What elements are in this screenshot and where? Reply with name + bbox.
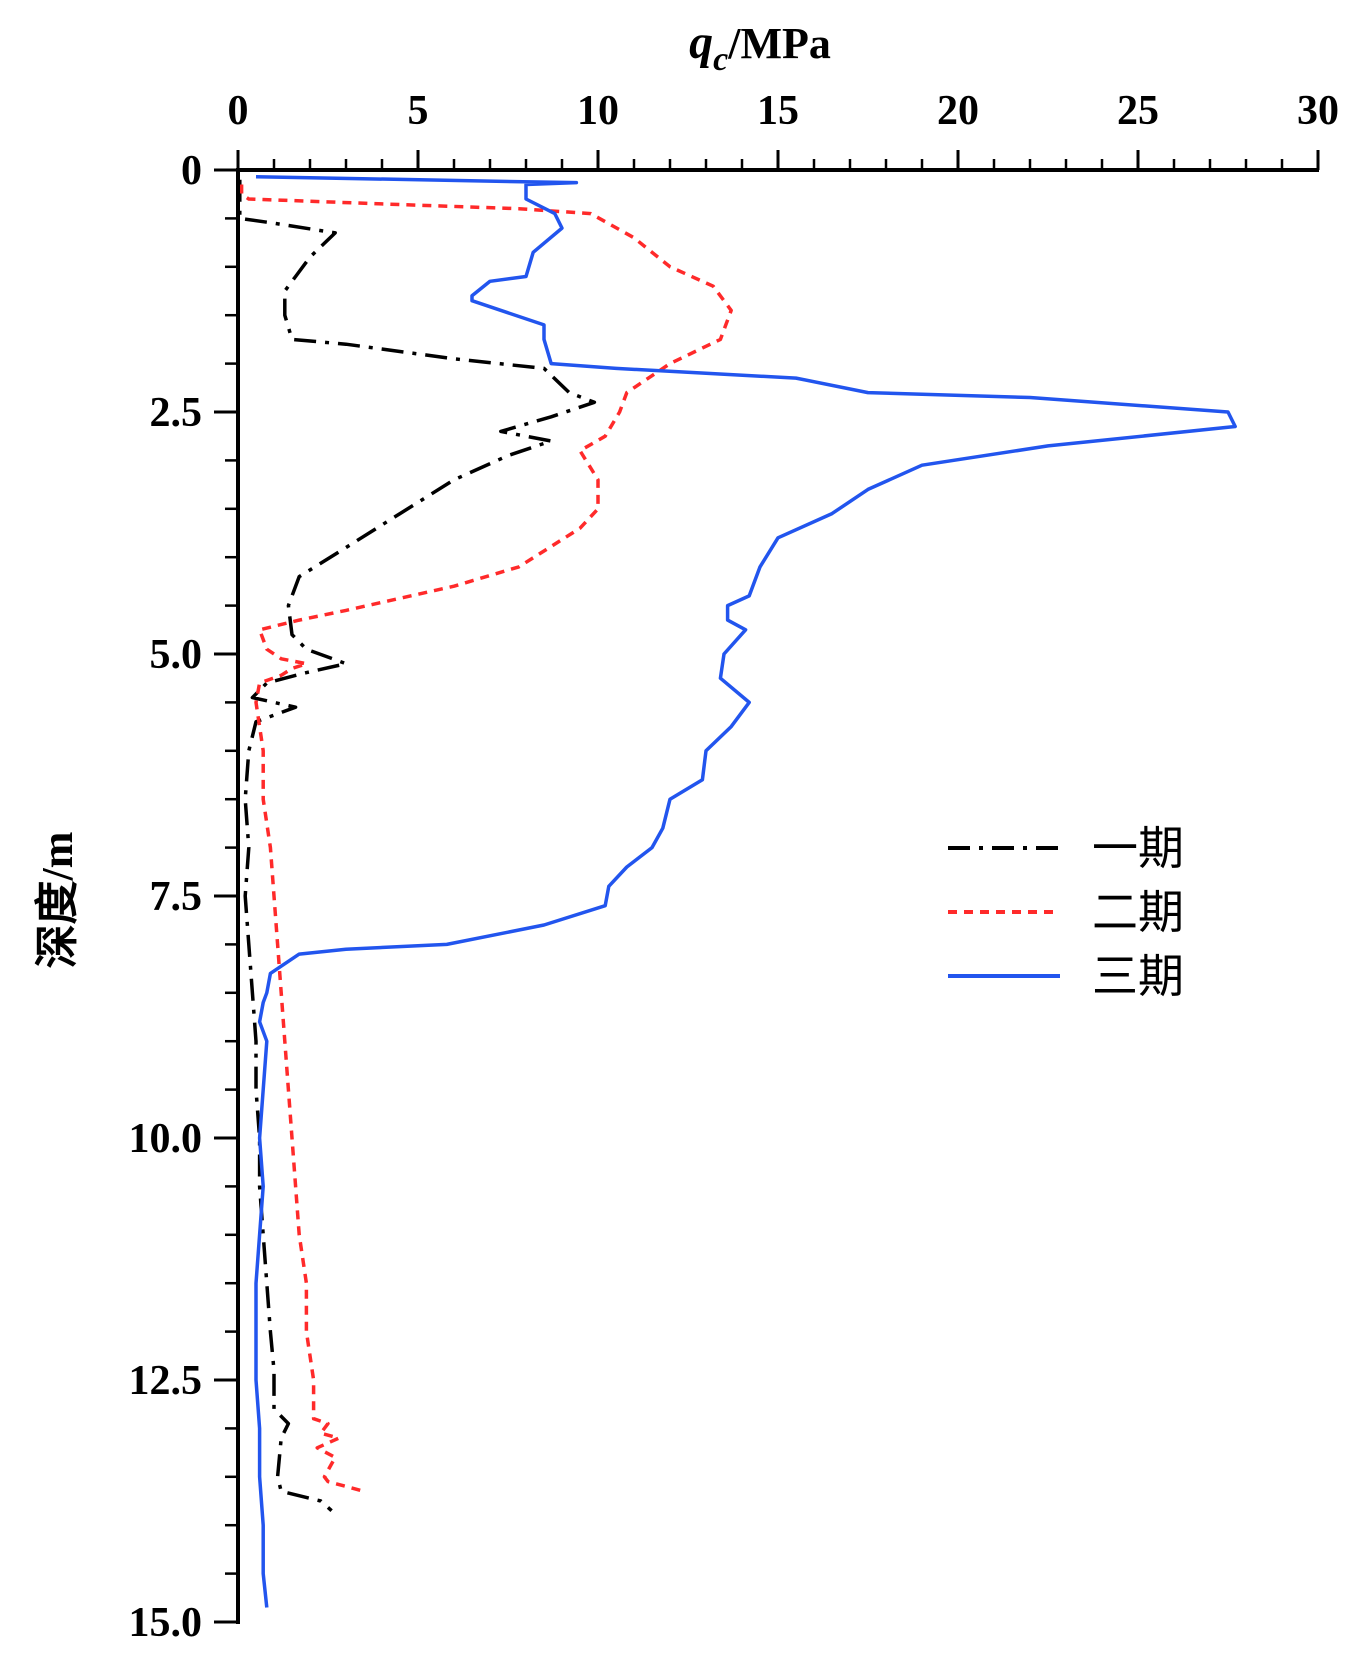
series-line-3 (254, 175, 1237, 1608)
y-tick-label: 15.0 (129, 1600, 203, 1646)
legend-label-2: 二期 (1092, 885, 1184, 939)
series-line-2 (239, 184, 733, 1493)
y-tick-label: 7.5 (150, 874, 203, 920)
x-tick-label: 25 (1117, 88, 1159, 134)
y-tick-label: 10.0 (129, 1116, 203, 1162)
y-tick-label: 0 (181, 148, 202, 194)
ticks-layer: 0 5 10 15 20 25 30 0 2.5 5.0 7.5 10.0 12.5 15.0 (129, 88, 1340, 1646)
x-tick-label: 15 (757, 88, 799, 134)
x-axis-title-symbol: q (689, 16, 713, 69)
x-tick-label: 20 (937, 88, 979, 134)
x-axis-title-unit: /MPa (727, 19, 831, 68)
x-tick-label: 10 (577, 88, 619, 134)
y-tick-label: 2.5 (150, 390, 203, 436)
legend-label-1: 一期 (1092, 821, 1184, 875)
legend-label-3: 三期 (1092, 949, 1184, 1003)
series-line-1 (238, 179, 597, 1513)
x-tick-label: 5 (408, 88, 429, 134)
x-axis-title: qc/MPa (689, 16, 831, 78)
y-tick-label: 12.5 (129, 1358, 203, 1404)
series-layer (238, 175, 1237, 1608)
x-tick-label: 0 (228, 88, 249, 134)
y-axis-title: 深度/m (33, 832, 82, 969)
x-axis-title-subscript: c (713, 41, 728, 78)
y-tick-label: 5.0 (150, 632, 203, 678)
x-tick-label: 30 (1297, 88, 1339, 134)
